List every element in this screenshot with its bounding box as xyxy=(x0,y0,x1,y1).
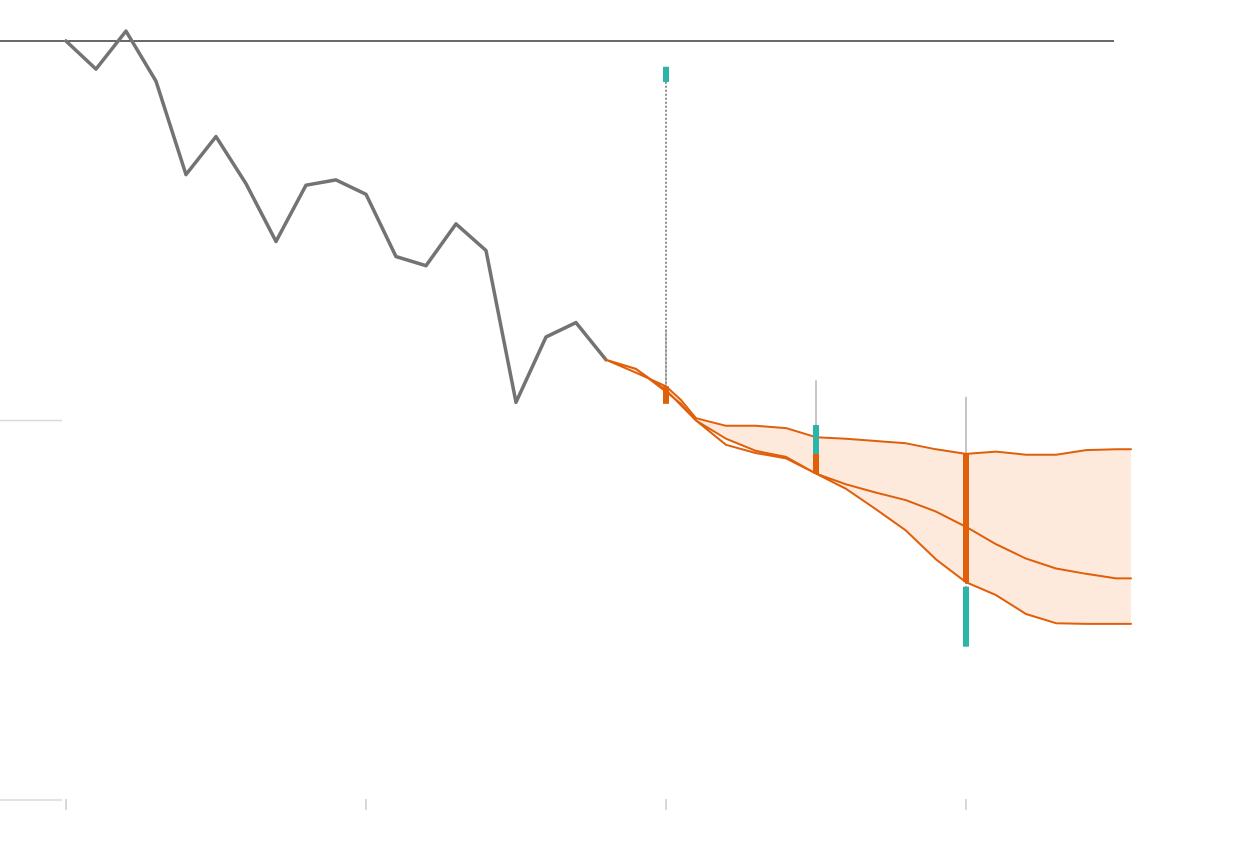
target-range-bar xyxy=(963,586,969,647)
projection-range-bar xyxy=(963,453,969,583)
milestone-ranges xyxy=(663,66,969,647)
gridlines xyxy=(0,40,1114,801)
series-line-projection-lower xyxy=(605,358,1132,625)
series-line-projection-upper xyxy=(605,358,1132,456)
target-range-bar xyxy=(663,66,669,82)
x-axis xyxy=(65,799,967,810)
projection-range-bar xyxy=(813,437,819,474)
projection-band-area xyxy=(606,359,1131,624)
projection-band xyxy=(606,359,1131,624)
target-range-bar xyxy=(813,425,819,454)
series-line-historical xyxy=(64,29,608,405)
projection-range-bar xyxy=(663,386,669,404)
series-lines xyxy=(64,29,1132,625)
